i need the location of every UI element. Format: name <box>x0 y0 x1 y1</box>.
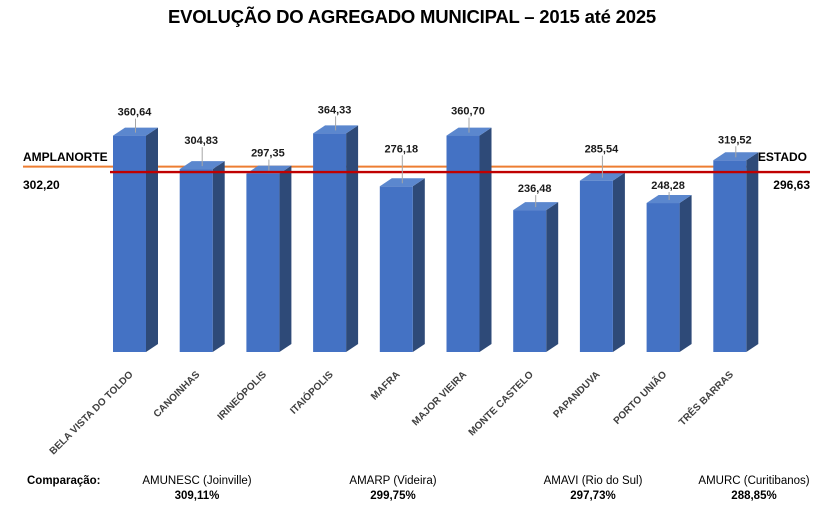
value-label: 304,83 <box>184 135 218 147</box>
comparison-item-amurc: AMURC (Curitibanos) 288,85% <box>698 475 809 502</box>
bar-side-face <box>279 165 292 352</box>
category-label-irineopolis: IRINEÓPOLIS <box>214 368 269 423</box>
bar-irineopolis <box>246 165 292 352</box>
comparison-association-name: AMARP (Videira) <box>349 475 437 487</box>
bar-side-face <box>212 161 225 352</box>
bar-side-face <box>146 127 158 352</box>
bar-itaiopolis <box>313 125 359 352</box>
bar-side-face <box>346 125 359 352</box>
bar-canoinhas <box>179 161 225 352</box>
comparison-association-name: AMUNESC (Joinville) <box>142 475 252 487</box>
value-label: 360,64 <box>118 107 153 119</box>
comparison-association-value: 288,85% <box>731 490 777 502</box>
bar-front-face <box>713 160 747 352</box>
bar-front-face <box>179 169 213 352</box>
municipal-evolution-bar-chart: 360,64 304,83 297,35 364,33 276,18 360,70 236,… <box>23 104 810 457</box>
comparison-association-value: 309,11% <box>174 490 220 502</box>
value-label: 276,18 <box>384 143 418 155</box>
value-label: 236,48 <box>518 183 552 195</box>
category-label-tres-barras: TRÊS BARRAS <box>676 368 736 428</box>
bar-front-face <box>513 210 547 352</box>
bar-front-face <box>113 135 146 352</box>
bar-bela-vista-do-toldo <box>113 127 158 352</box>
amplanorte-value-label: 302,20 <box>23 178 60 192</box>
category-label-monte-castelo: MONTE CASTELO <box>467 369 536 438</box>
bar-side-face <box>412 178 425 352</box>
category-label-bela-vista-do-toldo: BELA VISTA DO TOLDO <box>48 369 136 457</box>
value-label: 319,52 <box>718 134 752 146</box>
category-label-papanduva: PAPANDUVA <box>552 369 603 420</box>
comparison-item-amavi: AMAVI (Rio do Sul) 297,73% <box>544 475 643 502</box>
comparison-item-amunesc: AMUNESC (Joinville) 309,11% <box>142 475 251 502</box>
bar-side-face <box>679 195 692 352</box>
bar-side-face <box>612 172 625 352</box>
bar-side-face <box>546 202 559 352</box>
estado-label: ESTADO <box>758 150 807 164</box>
bar-front-face <box>379 186 413 352</box>
comparison-association-value: 299,75% <box>370 490 416 502</box>
bar-front-face <box>646 203 680 352</box>
bar-front-face <box>446 135 480 352</box>
bar-front-face <box>313 133 347 352</box>
estado-value-label: 296,63 <box>773 178 810 192</box>
bar-papanduva <box>579 172 625 352</box>
category-label-porto-uniao: PORTO UNIÃO <box>610 368 669 427</box>
value-label: 297,35 <box>251 148 285 160</box>
bar-front-face <box>246 173 280 352</box>
bar-monte-castelo <box>513 202 559 352</box>
bar-front-face <box>579 180 613 352</box>
bar-side-face <box>746 152 759 352</box>
bar-side-face <box>479 127 492 352</box>
value-label: 360,70 <box>451 106 485 118</box>
comparison-association-name: AMURC (Curitibanos) <box>698 475 810 487</box>
comparison-caption: Comparação: <box>27 475 101 487</box>
amplanorte-label: AMPLANORTE <box>23 150 108 164</box>
category-label-major-vieira: MAJOR VIEIRA <box>410 369 469 428</box>
category-label-itaiopolis: ITAIÓPOLIS <box>287 368 336 417</box>
comparison-item-amarp: AMARP (Videira) 299,75% <box>349 475 436 502</box>
category-label-canoinhas: CANOINHAS <box>152 369 203 420</box>
value-label: 285,54 <box>585 144 620 156</box>
comparison-association-name: AMAVI (Rio do Sul) <box>543 475 643 487</box>
chart-title: EVOLUÇÃO DO AGREGADO MUNICIPAL – 2015 at… <box>167 6 657 27</box>
bar-mafra <box>379 178 425 352</box>
comparison-association-value: 297,73% <box>570 490 616 502</box>
category-label-mafra: MAFRA <box>369 369 402 402</box>
bar-tres-barras <box>713 152 759 352</box>
bar-major-vieira <box>446 127 492 352</box>
value-label: 364,33 <box>318 104 352 116</box>
bar-porto-uniao <box>646 195 692 352</box>
value-label: 248,28 <box>651 180 685 192</box>
